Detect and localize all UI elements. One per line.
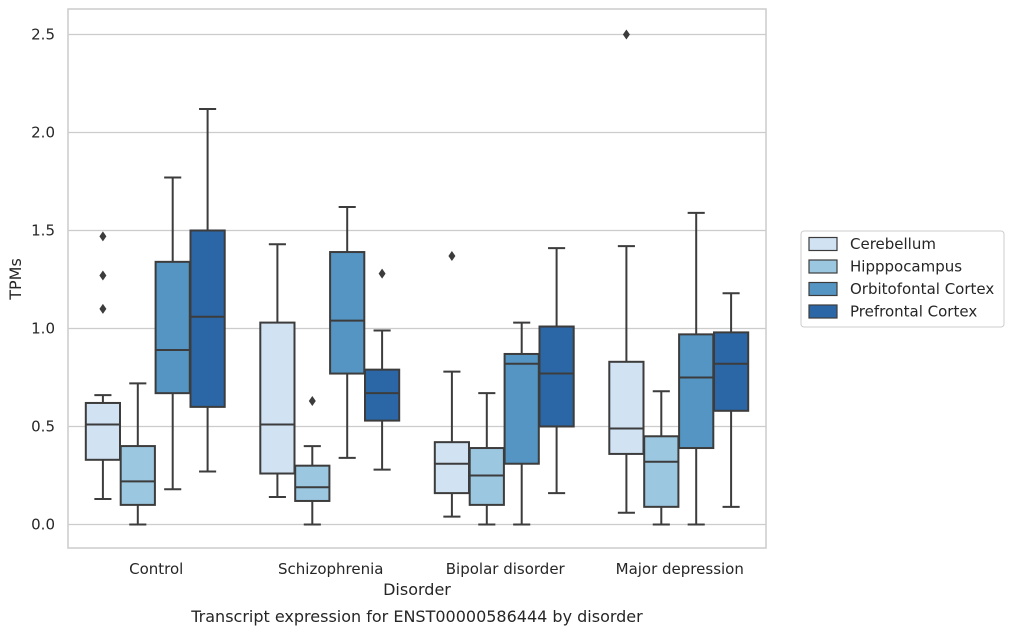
iqr-box — [259, 321, 296, 475]
y-tick-label: 1.5 — [31, 221, 55, 239]
box-2-2 — [503, 321, 540, 526]
iqr-box — [643, 435, 680, 508]
legend-frame — [800, 230, 1005, 328]
x-tick-label: Bipolar disorder — [446, 560, 566, 578]
box-1-1 — [294, 396, 331, 526]
y-tick-label: 0.0 — [31, 515, 55, 533]
x-axis-ticks: Control Schizophrenia Bipolar disorder Majo… — [129, 560, 744, 578]
outlier-point — [308, 396, 316, 406]
box-0-2 — [154, 176, 191, 491]
outlier-point — [448, 250, 456, 261]
y-axis-title: TPMs — [6, 258, 25, 301]
box-1-0 — [259, 243, 296, 499]
y-tick-label: 1.0 — [31, 319, 55, 337]
iqr-box — [503, 352, 540, 465]
box-3-2 — [678, 211, 715, 526]
iqr-box — [608, 360, 645, 455]
x-tick-label: Major depression — [616, 560, 744, 578]
box-0-0 — [84, 231, 122, 500]
iqr-box — [678, 333, 715, 450]
box-1-3 — [363, 268, 401, 471]
legend-swatch — [808, 259, 838, 274]
iqr-box — [538, 325, 575, 428]
legend-label: Cerebellum — [850, 235, 936, 253]
legend-label: Prefrontal Cortex — [850, 303, 977, 321]
iqr-box — [154, 260, 191, 395]
plot-boxes — [84, 29, 750, 526]
outlier-point — [378, 268, 386, 279]
outlier-point — [99, 231, 107, 242]
box-0-3 — [189, 107, 226, 473]
outlier-point — [622, 29, 630, 40]
y-axis-ticks: 0.0 0.5 1.0 1.5 2.0 2.5 — [31, 25, 55, 533]
y-tick-label: 0.5 — [31, 417, 55, 435]
x-axis-title: Disorder — [383, 580, 451, 599]
outlier-point — [99, 270, 107, 281]
iqr-box — [84, 401, 122, 461]
iqr-box — [329, 251, 366, 375]
box-2-0 — [433, 250, 471, 518]
plot-area-frame — [67, 8, 767, 549]
iqr-box — [712, 331, 750, 412]
box-3-3 — [712, 292, 750, 508]
legend-swatch — [808, 236, 838, 252]
chart-caption: Transcript expression for ENST0000058644… — [190, 607, 643, 626]
x-tick-label: Control — [129, 560, 183, 578]
legend: Cerebellum Hipppocampus Orbitofontal Corte… — [800, 230, 1005, 328]
iqr-box — [433, 441, 471, 495]
iqr-box — [119, 445, 156, 506]
x-tick-label: Schizophrenia — [278, 560, 383, 578]
box-0-1 — [119, 382, 156, 526]
legend-label: Hipppocampus — [850, 258, 962, 276]
legend-swatch — [808, 304, 838, 319]
legend-label: Orbitofontal Cortex — [850, 280, 994, 298]
box-1-2 — [329, 205, 366, 459]
outlier-point — [99, 303, 107, 314]
box-2-3 — [538, 247, 575, 495]
iqr-box — [294, 464, 331, 502]
box-2-1 — [468, 392, 505, 526]
box-3-0 — [608, 29, 645, 514]
y-tick-label: 2.5 — [31, 25, 55, 43]
iqr-box — [363, 368, 401, 422]
iqr-box — [189, 229, 226, 408]
legend-swatch — [808, 281, 838, 297]
y-tick-label: 2.0 — [31, 123, 55, 141]
box-3-1 — [643, 390, 680, 526]
